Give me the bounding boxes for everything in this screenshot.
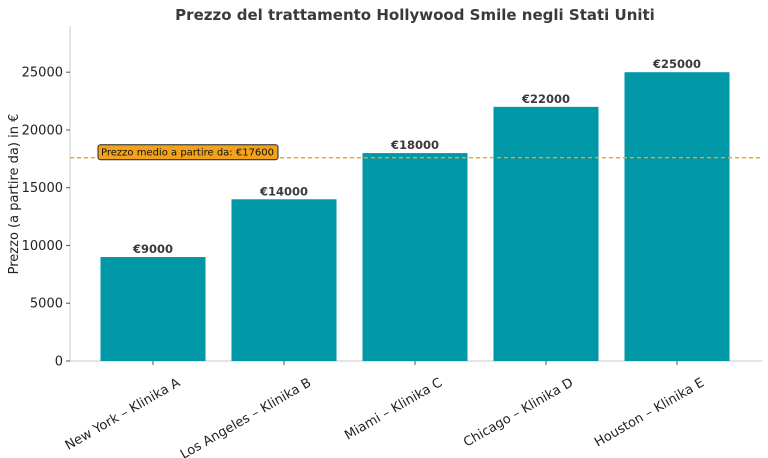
plot-area: 0 5000 10000 15000 20000 25000 €9000 New York –… [22, 26, 762, 458]
average-annotation-box [97, 144, 279, 161]
bar-value-label: €18000 [390, 138, 439, 152]
bar [100, 257, 206, 361]
x-tick-label: Chicago – Klinika D [461, 375, 576, 450]
bar [231, 199, 337, 361]
bar [493, 106, 599, 362]
x-tick-label: New York – Klinika A [63, 375, 183, 453]
y-tick-label: 5000 [30, 297, 63, 312]
y-tick-label: 25000 [22, 66, 63, 81]
y-tick-label: 15000 [22, 181, 63, 196]
chart-title: Prezzo del trattamento Hollywood Smile n… [175, 6, 655, 24]
y-tick-label: 0 [55, 355, 63, 370]
x-tick-label: Miami – Klinika C [342, 375, 445, 443]
bar-value-label: €25000 [652, 57, 701, 71]
y-tick-label: 10000 [22, 239, 63, 254]
y-axis-label: Prezzo (a partire da) in € [7, 114, 22, 275]
bar [362, 153, 468, 361]
bar [624, 72, 730, 361]
average-annotation-label: Prezzo medio a partire da: €17600 [101, 148, 274, 159]
bar-value-label: €14000 [259, 184, 308, 198]
bar-value-label: €9000 [132, 242, 173, 256]
y-tick-label: 20000 [22, 123, 63, 138]
x-tick-label: Houston – Klinika E [592, 375, 707, 450]
bar-value-label: €22000 [521, 92, 570, 106]
x-tick-label: Los Angeles – Klinika B [178, 375, 314, 458]
